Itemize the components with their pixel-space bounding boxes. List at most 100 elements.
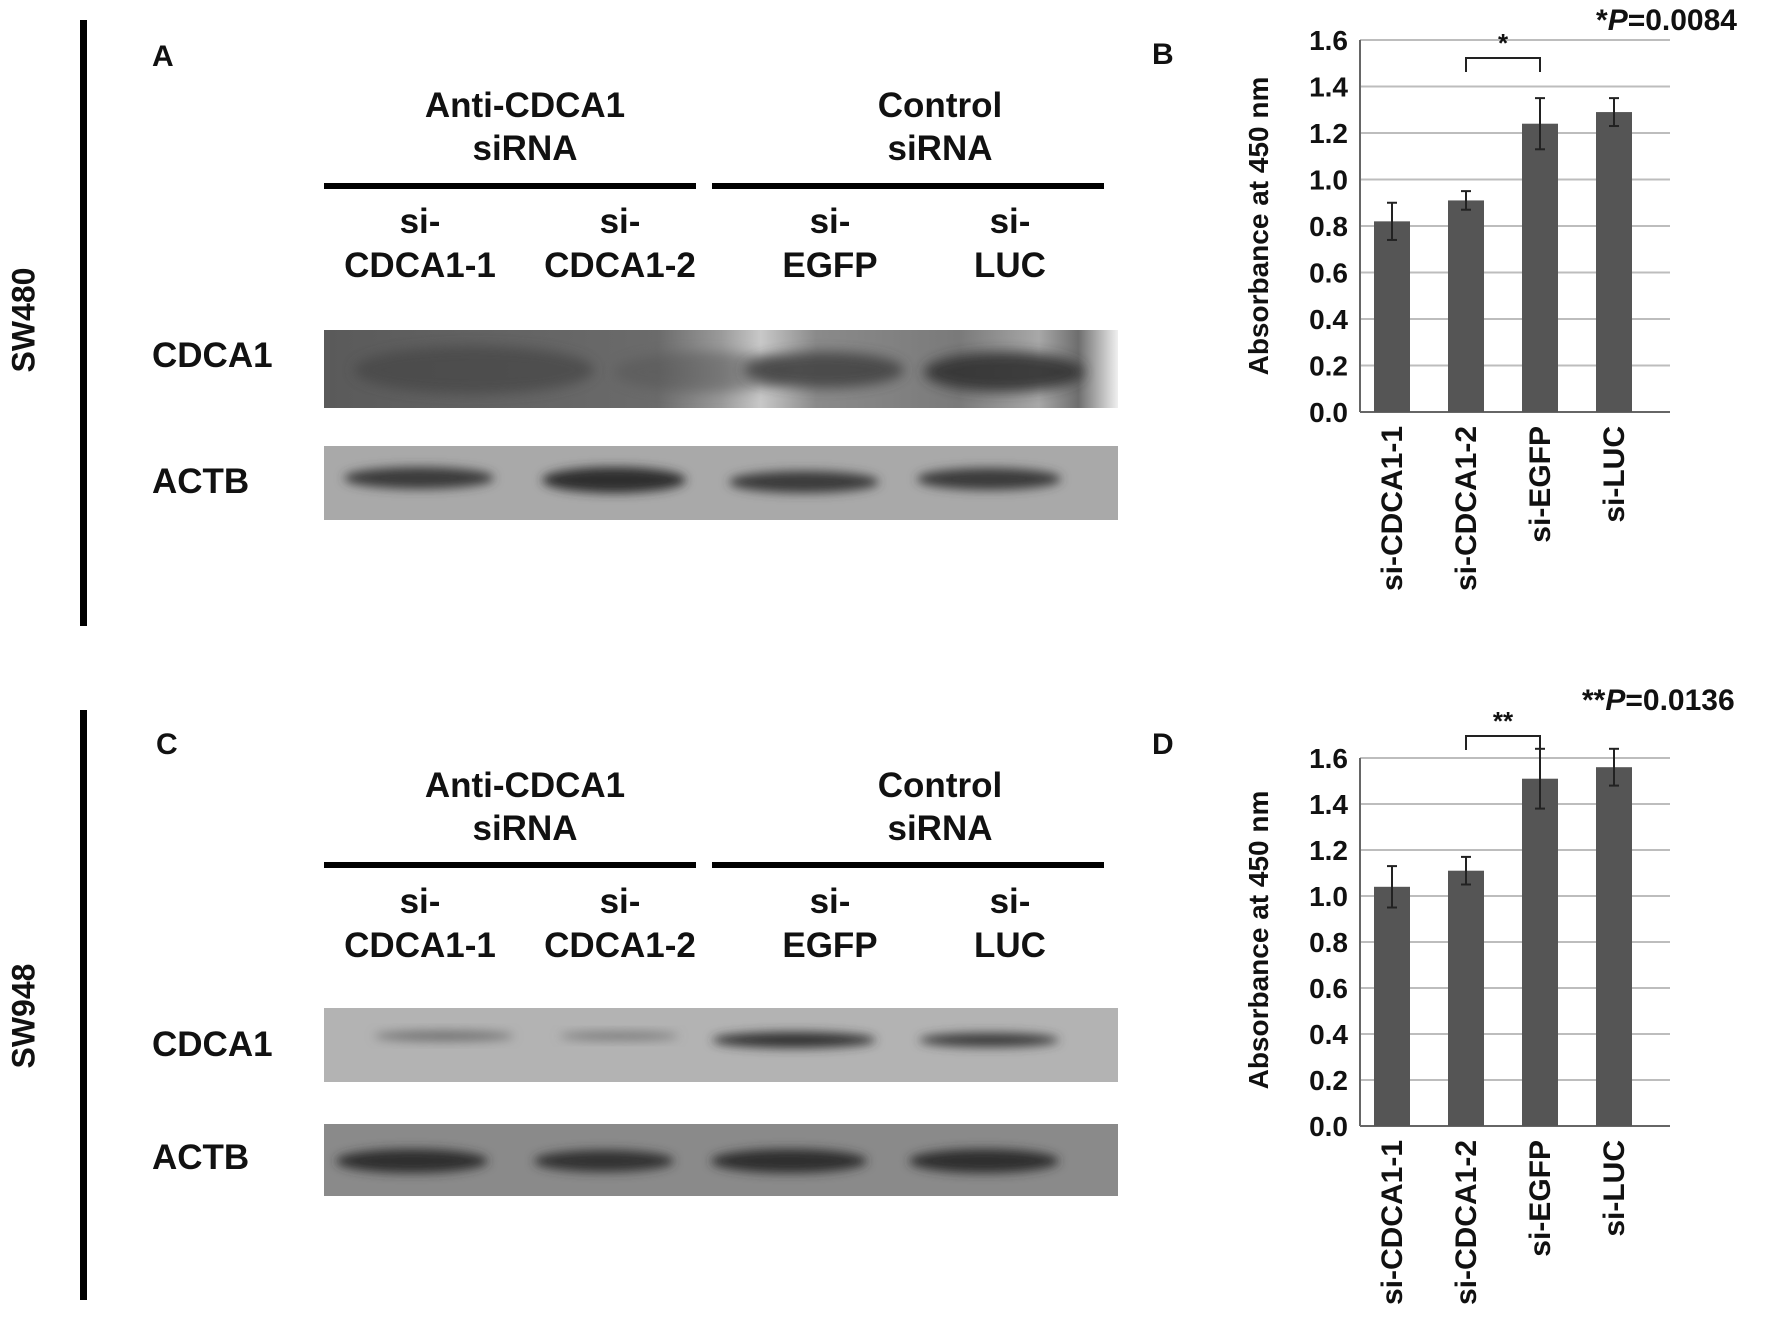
y-tick-label: 0.2	[1309, 351, 1348, 382]
y-tick-label: 1.4	[1309, 789, 1348, 820]
y-tick-label: 0.6	[1309, 973, 1348, 1004]
panel-letter-b: B	[1152, 38, 1174, 71]
y-tick-label: 0.2	[1309, 1065, 1348, 1096]
western-blot-actb-bottom	[324, 1124, 1118, 1196]
panel-letter-a: A	[152, 40, 174, 73]
lane-label-1-top: si- CDCA1-1	[320, 200, 520, 288]
lane-label-4-bottom: si- LUC	[940, 880, 1080, 968]
y-axis-label: Absorbance at 450 nm	[1243, 791, 1274, 1090]
group-underline-left-top	[324, 183, 696, 189]
y-axis-label: Absorbance at 450 nm	[1243, 77, 1274, 376]
bar-chart-b: 0.0 0.2 0.4 0.6 0.8 1.0 1.2 1.4 1.6 Absorbance at…	[1243, 25, 1670, 591]
lane-label-4-top: si- LUC	[940, 200, 1080, 288]
bar	[1522, 123, 1558, 412]
bar-chart-d: 0.0 0.2 0.4 0.6 0.8 1.0 1.2 1.4 1.6 Absorbance at…	[1243, 706, 1670, 1305]
row-label-cdca1-top: CDCA1	[152, 336, 273, 375]
lane-label-3-bottom: si- EGFP	[750, 880, 910, 968]
y-tick-label: 1.6	[1309, 25, 1348, 56]
lane-label-line2: CDCA1-1	[344, 926, 496, 965]
p-value-number: =0.0136	[1625, 684, 1735, 717]
bar	[1448, 870, 1484, 1126]
lane-label-line1: si-	[399, 202, 441, 241]
x-tick-label: si-LUC	[1598, 1140, 1631, 1237]
y-tick-label: 0.8	[1309, 211, 1348, 242]
group-label-line1: Anti-CDCA1	[424, 766, 626, 805]
panel-letter-d: D	[1152, 728, 1174, 761]
y-tick-label: 0.4	[1309, 1019, 1348, 1050]
y-tick-label: 1.0	[1309, 881, 1348, 912]
group-label-line1: Anti-CDCA1	[424, 86, 626, 125]
group-label-anti-cdca1-bottom: Anti-CDCA1 siRNA	[330, 764, 720, 850]
y-tick-label: 1.2	[1309, 118, 1348, 149]
y-tick-label: 0.0	[1309, 397, 1348, 428]
western-blot-actb-top	[324, 446, 1118, 520]
lane-label-line2: CDCA1-2	[544, 926, 696, 965]
cell-line-label-top: SW480	[5, 267, 42, 373]
y-tick-label: 0.4	[1309, 304, 1348, 335]
lane-label-2-bottom: si- CDCA1-2	[530, 880, 710, 968]
lane-label-line1: si-	[809, 202, 851, 241]
x-tick-label: si-CDCA1-2	[1450, 1140, 1483, 1305]
y-tick-label: 0.0	[1309, 1111, 1348, 1142]
bar	[1596, 767, 1632, 1126]
bar	[1522, 778, 1558, 1126]
row-label-cdca1-bottom: CDCA1	[152, 1025, 273, 1064]
bar	[1374, 886, 1410, 1126]
x-tick-label: si-LUC	[1598, 426, 1631, 523]
lane-label-line1: si-	[989, 202, 1031, 241]
western-blot-cdca1-top	[324, 330, 1118, 408]
x-tick-label: si-EGFP	[1524, 1140, 1557, 1257]
group-label-line2: siRNA	[472, 129, 578, 168]
lane-label-2-top: si- CDCA1-2	[530, 200, 710, 288]
y-tick-label: 1.0	[1309, 165, 1348, 196]
y-tick-label: 1.6	[1309, 743, 1348, 774]
x-tick-label: si-CDCA1-2	[1450, 426, 1483, 591]
panel-letter-c: C	[156, 728, 178, 761]
group-underline-right-top	[712, 183, 1104, 189]
lane-label-line1: si-	[399, 882, 441, 921]
bar	[1596, 112, 1632, 412]
significance-label: *	[1498, 28, 1509, 58]
y-tick-label: 0.8	[1309, 927, 1348, 958]
x-tick-label: si-CDCA1-1	[1376, 426, 1409, 591]
bar	[1448, 200, 1484, 412]
p-value-symbol: P	[1607, 4, 1628, 37]
lane-label-line2: LUC	[974, 926, 1046, 965]
group-label-control-top: Control siRNA	[750, 84, 1130, 170]
x-tick-label: si-CDCA1-1	[1376, 1140, 1409, 1305]
western-blot-cdca1-bottom	[324, 1008, 1118, 1082]
row-label-actb-bottom: ACTB	[152, 1138, 250, 1177]
p-value-top: *P=0.0084	[1596, 4, 1737, 38]
group-label-line2: siRNA	[887, 809, 993, 848]
group-label-anti-cdca1-top: Anti-CDCA1 siRNA	[330, 84, 720, 170]
p-value-stars: **	[1582, 684, 1606, 717]
bar	[1374, 221, 1410, 412]
lane-label-line1: si-	[809, 882, 851, 921]
lane-label-line1: si-	[599, 202, 641, 241]
group-label-control-bottom: Control siRNA	[750, 764, 1130, 850]
lane-label-line2: EGFP	[782, 926, 878, 965]
p-value-stars: *	[1596, 4, 1608, 37]
lane-label-line2: EGFP	[782, 246, 878, 285]
section-divider-top	[80, 20, 87, 626]
lane-label-line1: si-	[599, 882, 641, 921]
p-value-symbol: P	[1605, 684, 1626, 717]
cell-line-label-bottom: SW948	[5, 963, 42, 1069]
p-value-bottom: **P=0.0136	[1582, 684, 1735, 718]
lane-label-line2: CDCA1-2	[544, 246, 696, 285]
significance-label: **	[1493, 706, 1514, 736]
lane-label-line2: LUC	[974, 246, 1046, 285]
lane-label-line2: CDCA1-1	[344, 246, 496, 285]
section-divider-bottom	[80, 710, 87, 1300]
y-tick-label: 0.6	[1309, 258, 1348, 289]
group-underline-right-bottom	[712, 862, 1104, 868]
significance-bracket	[1465, 57, 1541, 72]
lane-label-1-bottom: si- CDCA1-1	[320, 880, 520, 968]
lane-label-line1: si-	[989, 882, 1031, 921]
y-tick-label: 1.2	[1309, 835, 1348, 866]
y-tick-label: 1.4	[1309, 72, 1348, 103]
row-label-actb-top: ACTB	[152, 462, 250, 501]
group-label-line2: siRNA	[887, 129, 993, 168]
x-tick-label: si-EGFP	[1524, 426, 1557, 543]
lane-label-3-top: si- EGFP	[750, 200, 910, 288]
